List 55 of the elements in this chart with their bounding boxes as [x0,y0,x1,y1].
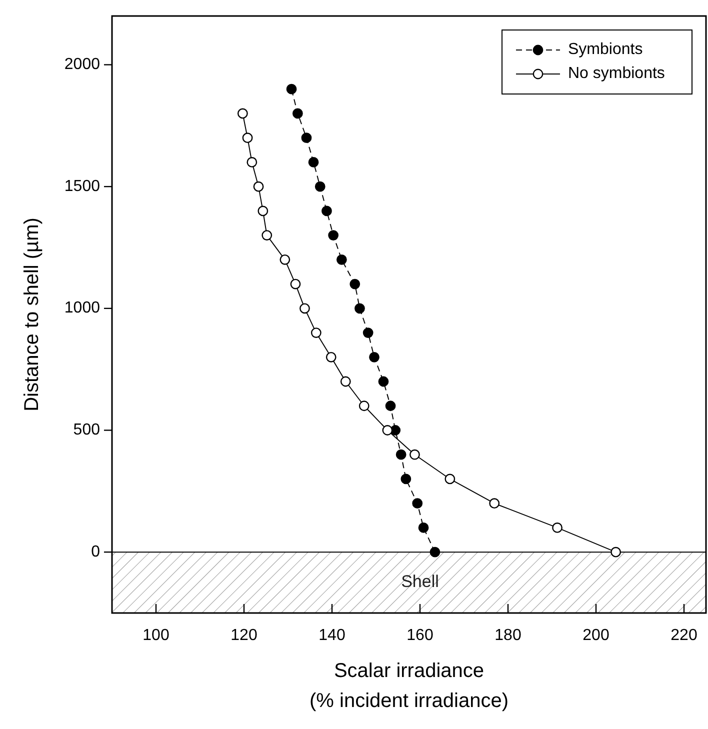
point [378,376,389,387]
point [340,376,351,387]
x-axis-title: Scalar irradiance (% incident irradiance) [310,660,508,712]
point [237,108,248,119]
point [418,522,429,533]
point [308,157,319,168]
point [444,474,456,484]
point [292,108,303,119]
y-tick-label: 1000 [64,300,100,317]
band-label: Shell [401,572,439,592]
point [310,328,322,338]
point [354,303,365,314]
point [410,449,420,460]
point [328,230,339,240]
y-tick-label: 500 [73,421,100,438]
point [326,352,336,362]
point [552,522,562,533]
point [412,498,423,509]
y-tick-label: 1500 [64,178,100,195]
point [362,328,374,338]
y-tick-label: 0 [91,543,100,560]
point [489,498,500,509]
legend-label: No symbionts [568,65,665,82]
point [396,449,406,460]
point [336,254,347,265]
legend-label: Symbionts [568,41,643,58]
y-axis-title: Distance to shell (µm) [21,218,43,412]
point [385,400,396,412]
x-tick-label: 180 [494,627,522,644]
point [322,206,332,216]
point [350,278,360,290]
point [300,303,310,314]
point [246,157,258,168]
point [314,181,326,192]
point [382,425,393,436]
point [242,132,253,144]
point [258,206,268,216]
point [430,546,440,558]
x-tick-label: 160 [406,627,434,644]
point [280,254,290,265]
x-tick-label: 200 [582,627,610,644]
point [262,230,272,240]
point [253,181,264,192]
y-tick-label: 2000 [64,56,100,73]
x-tick-label: 220 [670,627,698,644]
point [290,278,301,290]
x-tick-label: 100 [142,627,170,644]
point [610,546,621,558]
x-tick-label: 120 [230,627,258,644]
point [286,84,297,94]
point [301,132,312,144]
x-tick-label: 140 [318,627,346,644]
point [369,352,380,362]
point [400,474,412,484]
point [358,400,370,412]
